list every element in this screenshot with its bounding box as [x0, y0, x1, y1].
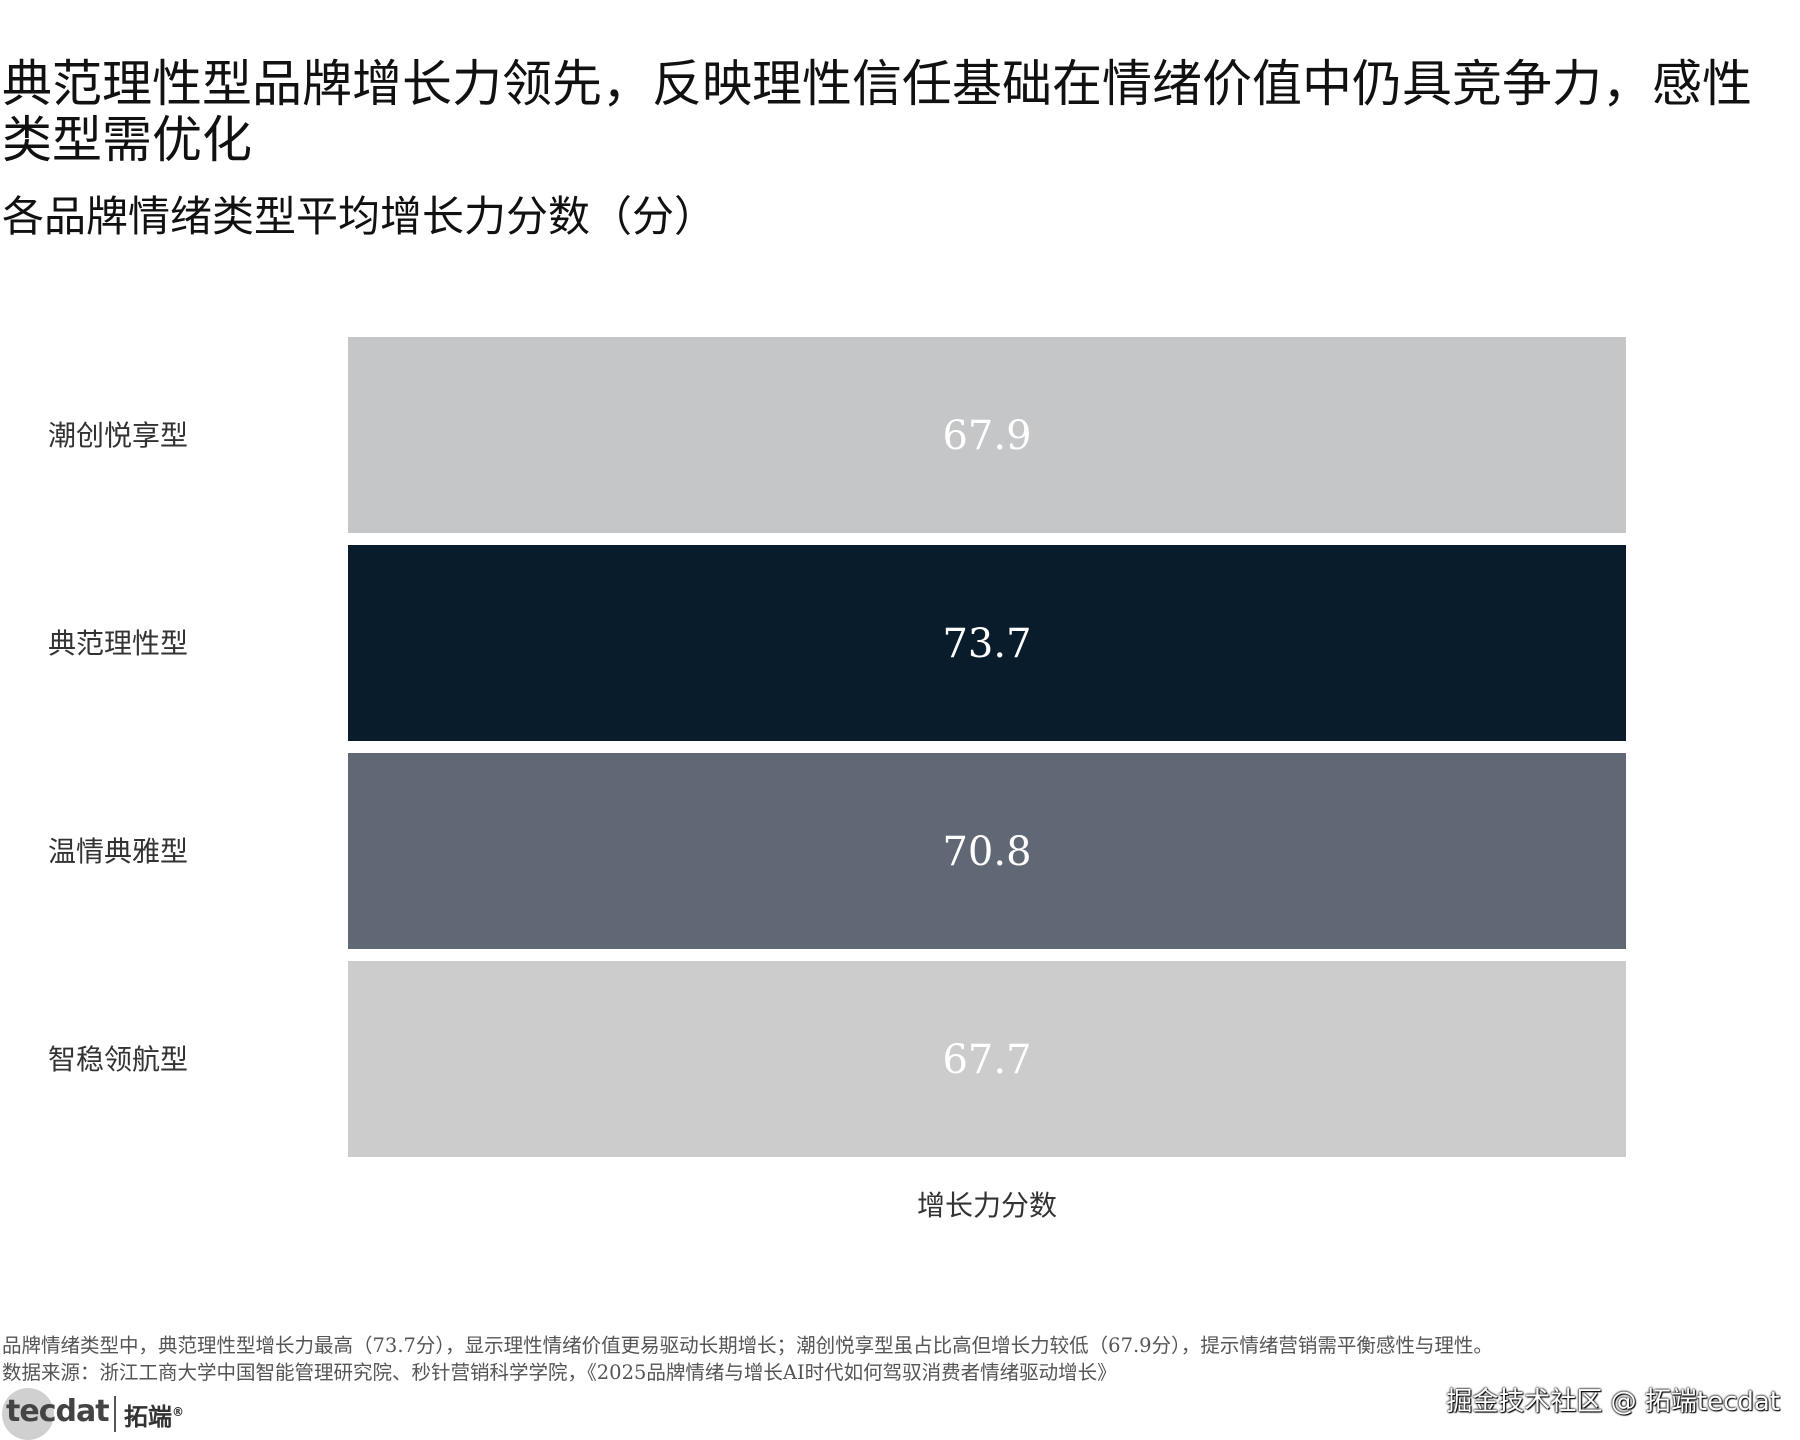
bar-2 [348, 545, 1626, 741]
source-note: 数据来源：浙江工商大学中国智能管理研究院、秒针营销科学学院，《2025品牌情绪与… [2, 1361, 1117, 1384]
tecdat-logo: tecdat 拓端® [2, 1388, 184, 1440]
category-label-2: 典范理性型 [48, 627, 188, 660]
logo-badge-icon: tecdat [2, 1388, 110, 1440]
watermark: 掘金技术社区 @ 拓端tecdat [1446, 1387, 1780, 1417]
x-axis-label: 增长力分数 [917, 1189, 1057, 1222]
bar-chart: 潮创悦享型 67.9 典范理性型 73.7 温情典雅型 70.8 智稳领航型 67.7 增长力分… [48, 337, 1626, 1222]
chart-title: 典范理性型品牌增长力领先，反映理性信任基础在情绪价值中仍具竞争力，感性类型需优化 [2, 55, 1752, 169]
logo-cn-text: 拓端® [124, 1402, 184, 1431]
logo-divider [114, 1396, 116, 1432]
chart-subtitle: 各品牌情绪类型平均增长力分数（分） [2, 192, 717, 241]
value-label-4: 67.7 [942, 1037, 1031, 1083]
footnote: 品牌情绪类型中，典范理性型增长力最高（73.7分），显示理性情绪价值更易驱动长期… [2, 1334, 1493, 1357]
category-label-3: 温情典雅型 [48, 835, 188, 868]
value-label-2: 73.7 [942, 621, 1031, 667]
bar-1 [348, 337, 1626, 533]
value-label-3: 70.8 [942, 829, 1031, 875]
category-label-1: 潮创悦享型 [48, 419, 188, 452]
value-label-1: 67.9 [942, 413, 1031, 459]
bar-3 [348, 753, 1626, 949]
category-label-4: 智稳领航型 [48, 1043, 188, 1076]
logo-text: tecdat [6, 1394, 110, 1429]
bar-4 [348, 961, 1626, 1157]
